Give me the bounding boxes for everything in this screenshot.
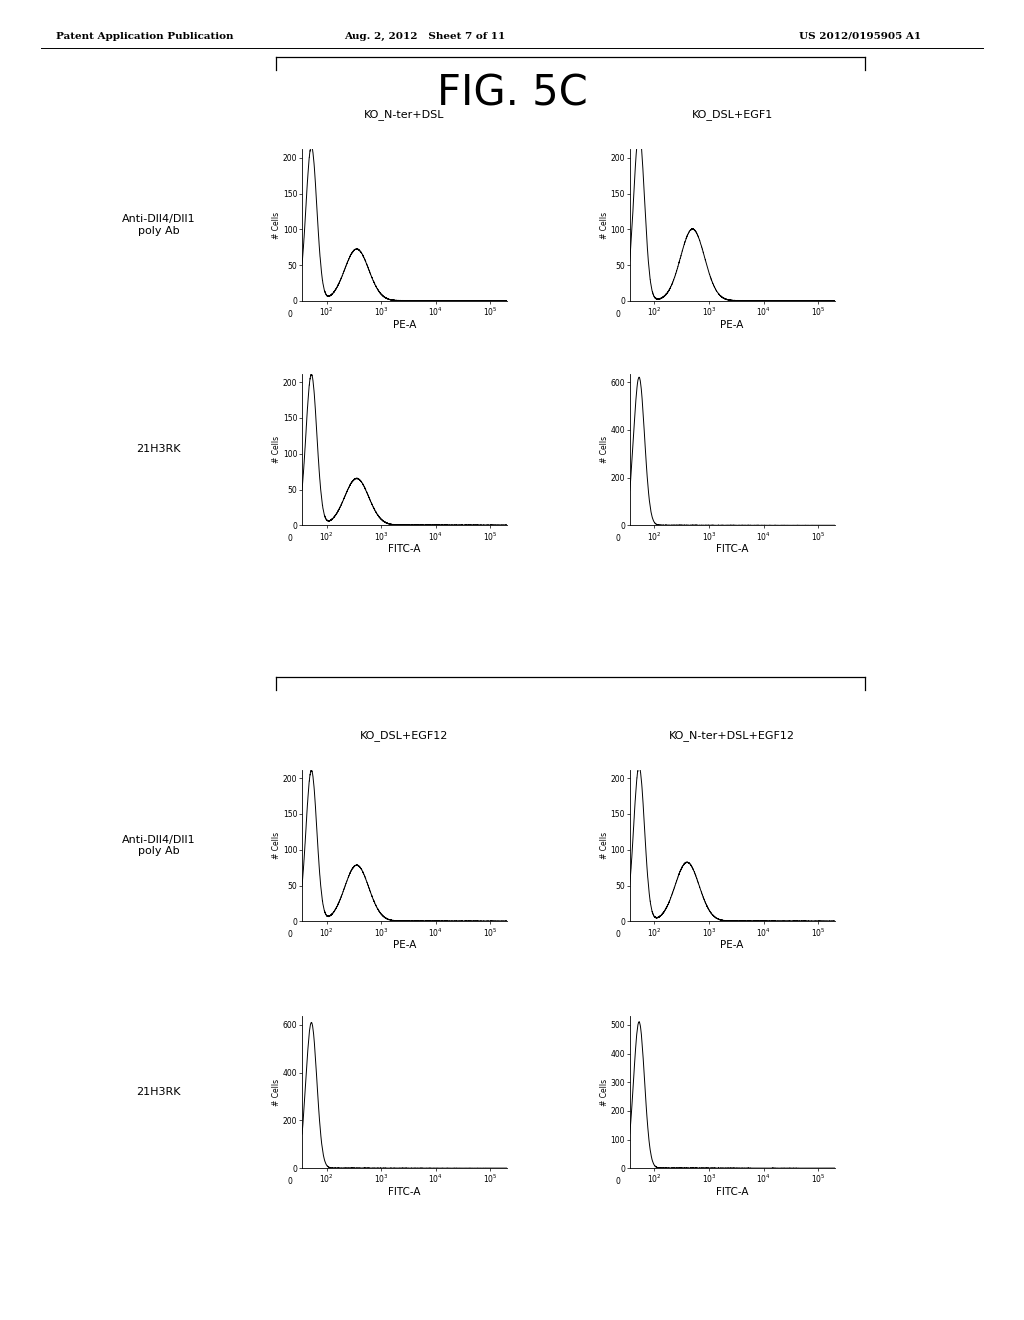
X-axis label: FITC-A: FITC-A bbox=[716, 544, 749, 554]
Y-axis label: # Cells: # Cells bbox=[272, 211, 282, 239]
Text: Aug. 2, 2012   Sheet 7 of 11: Aug. 2, 2012 Sheet 7 of 11 bbox=[344, 32, 506, 41]
X-axis label: PE-A: PE-A bbox=[721, 319, 743, 330]
Text: 0: 0 bbox=[288, 310, 292, 319]
Text: 0: 0 bbox=[615, 535, 620, 544]
Text: FIG. 5C: FIG. 5C bbox=[436, 73, 588, 115]
Text: 0: 0 bbox=[288, 535, 292, 544]
Text: 0: 0 bbox=[615, 931, 620, 940]
Text: KO_N-ter+DSL+EGF12: KO_N-ter+DSL+EGF12 bbox=[669, 730, 796, 741]
Y-axis label: # Cells: # Cells bbox=[600, 211, 609, 239]
Text: 0: 0 bbox=[288, 931, 292, 940]
X-axis label: FITC-A: FITC-A bbox=[388, 544, 421, 554]
Text: 0: 0 bbox=[615, 1177, 620, 1187]
Text: US 2012/0195905 A1: US 2012/0195905 A1 bbox=[799, 32, 921, 41]
Text: Anti-Dll4/Dll1
poly Ab: Anti-Dll4/Dll1 poly Ab bbox=[122, 214, 196, 236]
Text: 21H3RK: 21H3RK bbox=[136, 1088, 181, 1097]
X-axis label: FITC-A: FITC-A bbox=[716, 1187, 749, 1197]
Text: 0: 0 bbox=[615, 310, 620, 319]
Text: 21H3RK: 21H3RK bbox=[136, 445, 181, 454]
Text: KO_N-ter+DSL: KO_N-ter+DSL bbox=[365, 110, 444, 120]
Text: KO_DSL+EGF12: KO_DSL+EGF12 bbox=[360, 730, 449, 741]
Text: Patent Application Publication: Patent Application Publication bbox=[56, 32, 233, 41]
Y-axis label: # Cells: # Cells bbox=[600, 832, 609, 859]
X-axis label: PE-A: PE-A bbox=[721, 940, 743, 950]
X-axis label: FITC-A: FITC-A bbox=[388, 1187, 421, 1197]
X-axis label: PE-A: PE-A bbox=[393, 319, 416, 330]
Y-axis label: # Cells: # Cells bbox=[272, 1078, 282, 1106]
X-axis label: PE-A: PE-A bbox=[393, 940, 416, 950]
Y-axis label: # Cells: # Cells bbox=[600, 1078, 609, 1106]
Text: 0: 0 bbox=[288, 1177, 292, 1187]
Y-axis label: # Cells: # Cells bbox=[272, 832, 282, 859]
Y-axis label: # Cells: # Cells bbox=[272, 436, 282, 463]
Text: KO_DSL+EGF1: KO_DSL+EGF1 bbox=[691, 110, 773, 120]
Y-axis label: # Cells: # Cells bbox=[600, 436, 609, 463]
Text: Anti-Dll4/Dll1
poly Ab: Anti-Dll4/Dll1 poly Ab bbox=[122, 834, 196, 857]
